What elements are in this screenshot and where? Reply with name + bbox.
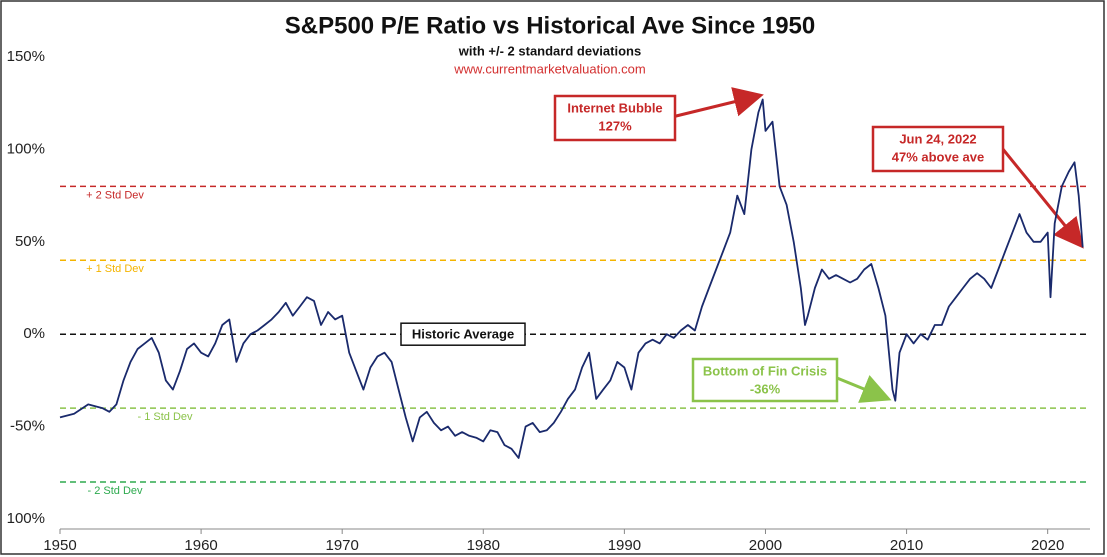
arrow	[1000, 147, 1084, 249]
chart-title: S&P500 P/E Ratio vs Historical Ave Since…	[285, 12, 815, 39]
y-tick-label: 0%	[23, 325, 45, 342]
arrow	[671, 87, 764, 119]
annotation-text: 127%	[598, 118, 632, 133]
y-tick-label: 100%	[7, 140, 45, 157]
x-tick-label: 2020	[1031, 537, 1064, 554]
y-tick-label: 50%	[15, 233, 45, 250]
y-tick-label: 100%	[7, 510, 45, 527]
arrow	[836, 375, 892, 403]
reference-label: + 2 Std Dev	[86, 189, 144, 201]
x-tick-label: 1990	[608, 537, 641, 554]
x-tick-label: 1970	[326, 537, 359, 554]
y-tick-label: 150%	[7, 48, 45, 65]
label-bg	[75, 483, 155, 500]
annotation-text: Jun 24, 2022	[899, 131, 976, 146]
label-box	[400, 322, 526, 346]
label-bg	[125, 409, 205, 426]
series-line	[59, 98, 1084, 459]
reference-label: - 1 Std Dev	[137, 411, 193, 423]
x-tick-label: 1980	[467, 537, 500, 554]
x-tick-label: 2010	[890, 537, 923, 554]
annotation-text: Bottom of Fin Crisis	[703, 363, 827, 378]
y-tick-label: -50%	[10, 418, 45, 435]
annotation-box	[691, 357, 839, 403]
x-tick-label: 2000	[749, 537, 782, 554]
reference-label: + 1 Std Dev	[86, 263, 144, 275]
reference-label: Historic Average	[412, 327, 514, 342]
annotation-box	[553, 94, 677, 142]
chart-subtitle: with +/- 2 standard deviations	[458, 43, 641, 58]
label-bg	[75, 261, 155, 278]
annotation-text: -36%	[750, 381, 781, 396]
annotation-text: Internet Bubble	[567, 100, 662, 115]
source: www.currentmarketvaluation.com	[453, 61, 645, 76]
annotation-text: 47% above ave	[892, 149, 985, 164]
annotation-box	[871, 125, 1005, 173]
label-bg	[75, 187, 155, 204]
x-tick-label: 1960	[184, 537, 217, 554]
reference-label: - 2 Std Dev	[87, 485, 143, 497]
x-tick-label: 1950	[43, 537, 76, 554]
